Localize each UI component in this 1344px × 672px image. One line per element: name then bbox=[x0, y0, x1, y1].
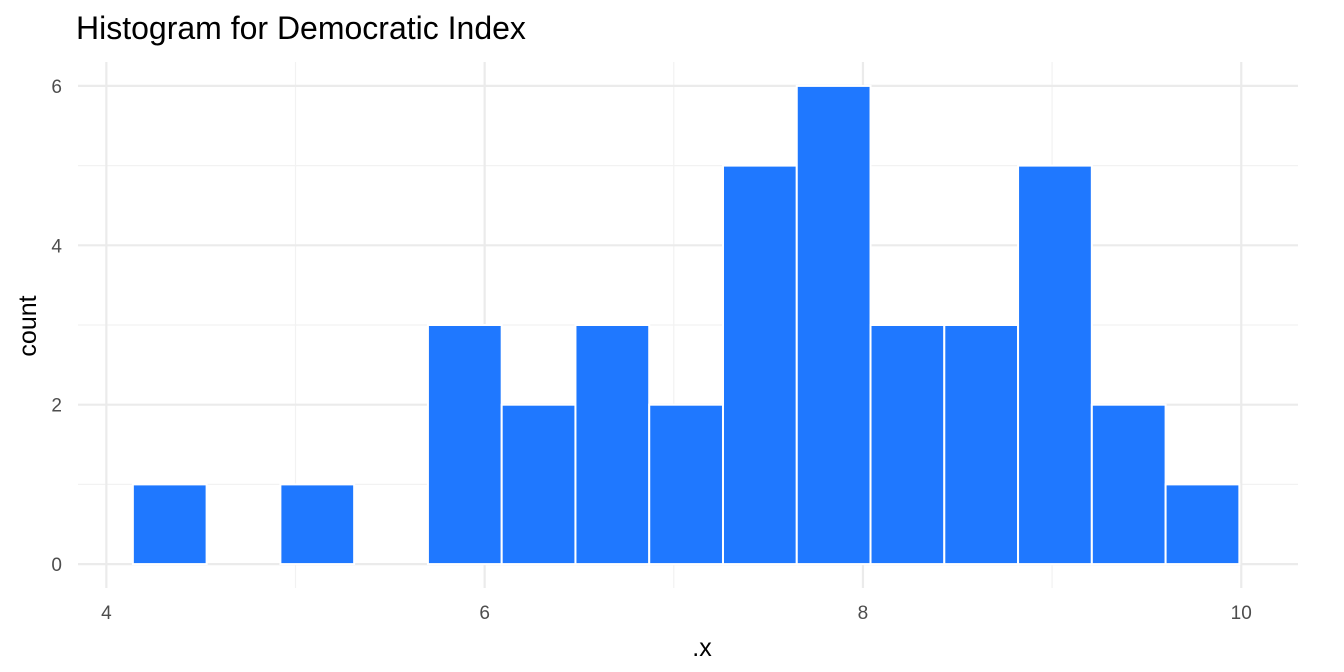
chart-title: Histogram for Democratic Index bbox=[76, 10, 526, 46]
histogram-bar bbox=[500, 403, 577, 566]
x-axis-title: .x bbox=[692, 634, 712, 662]
histogram-bar bbox=[574, 324, 651, 566]
histogram-bars bbox=[131, 84, 1241, 566]
histogram-bar bbox=[1017, 164, 1093, 566]
y-tick-label: 0 bbox=[51, 555, 62, 576]
y-axis-title: count bbox=[14, 295, 42, 356]
histogram-bar bbox=[279, 483, 356, 566]
y-tick-label: 2 bbox=[51, 396, 62, 417]
histogram-bar bbox=[1164, 483, 1241, 566]
histogram-bar bbox=[426, 324, 503, 566]
histogram-bar bbox=[721, 164, 798, 566]
histogram-bar bbox=[648, 403, 724, 566]
histogram-bar bbox=[943, 324, 1020, 566]
x-tick-label: 6 bbox=[479, 603, 490, 624]
tick-labels: 4 6 8 10 0 2 4 6 bbox=[51, 77, 1251, 624]
histogram-bar bbox=[795, 84, 872, 566]
x-tick-label: 10 bbox=[1231, 603, 1252, 624]
x-tick-label: 4 bbox=[101, 603, 112, 624]
y-tick-label: 6 bbox=[51, 77, 62, 98]
histogram-bar bbox=[1090, 403, 1167, 566]
histogram-bar bbox=[131, 483, 208, 566]
y-tick-label: 4 bbox=[51, 236, 62, 257]
histogram-bar bbox=[869, 324, 946, 566]
x-tick-label: 8 bbox=[858, 603, 869, 624]
